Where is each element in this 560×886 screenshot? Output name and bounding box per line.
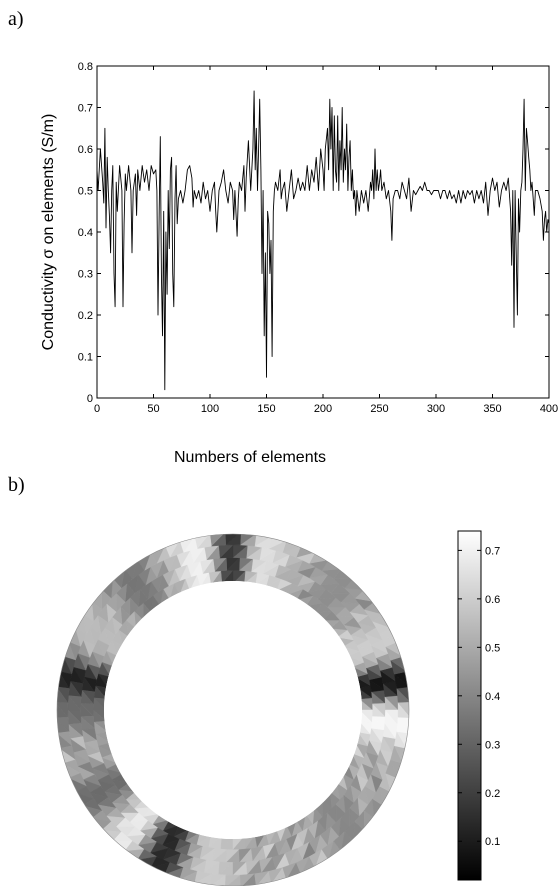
y-tick-label: 0.3 (78, 269, 93, 281)
x-tick-label: 350 (483, 403, 501, 415)
y-tick-label: 0.1 (78, 352, 93, 364)
mesh-element (397, 702, 409, 719)
colorbar-tick-label: 0.1 (485, 836, 500, 848)
y-tick-label: 0.6 (78, 144, 93, 156)
x-tick-label: 100 (201, 403, 219, 415)
y-axis-label: Conductivity σ on elements (S/m) (40, 114, 57, 351)
colorbar-ticks: 0.1 0.2 0.3 0.4 0.5 0.6 0.7 (458, 545, 500, 848)
x-axis-label: Numbers of elements (174, 449, 326, 466)
plot-area: 0 50 100 150 200 250 300 350 400 0 0.1 0.2 0.3 0.4 0.5… (78, 61, 558, 415)
y-tick-label: 0.2 (78, 310, 93, 322)
x-tick-label: 50 (147, 403, 159, 415)
x-tick-label: 150 (257, 403, 275, 415)
colorbar-tick-label: 0.2 (485, 788, 500, 800)
colorbar-tick-label: 0.6 (485, 594, 500, 606)
ring-inner-hole (104, 581, 362, 839)
x-tick-label: 0 (94, 403, 100, 415)
y-tick-label: 0 (87, 393, 93, 405)
y-tick-label: 0.7 (78, 103, 93, 115)
y-tick-label: 0.5 (78, 186, 93, 198)
colorbar-tick-label: 0.3 (485, 739, 500, 751)
ring-outer-edge (56, 533, 410, 886)
x-tick-label: 400 (540, 403, 558, 415)
panel-a-label: a) (8, 8, 24, 30)
y-tick-label: 0.4 (78, 227, 93, 239)
x-tick-label: 300 (427, 403, 445, 415)
line-chart: 0 50 100 150 200 250 300 350 400 0 0.1 0.2 0.3 0.4 0.5… (40, 61, 558, 466)
colorbar-tick-label: 0.7 (485, 545, 500, 557)
series-line (96, 90, 550, 391)
panel-b-label: b) (8, 474, 25, 496)
x-tick-label: 200 (314, 403, 332, 415)
y-tick-label: 0.8 (78, 61, 93, 73)
colorbar (457, 530, 482, 881)
colorbar-tick-label: 0.4 (485, 691, 500, 703)
colorbar-tick-label: 0.5 (485, 642, 500, 654)
x-tick-label: 250 (370, 403, 388, 415)
